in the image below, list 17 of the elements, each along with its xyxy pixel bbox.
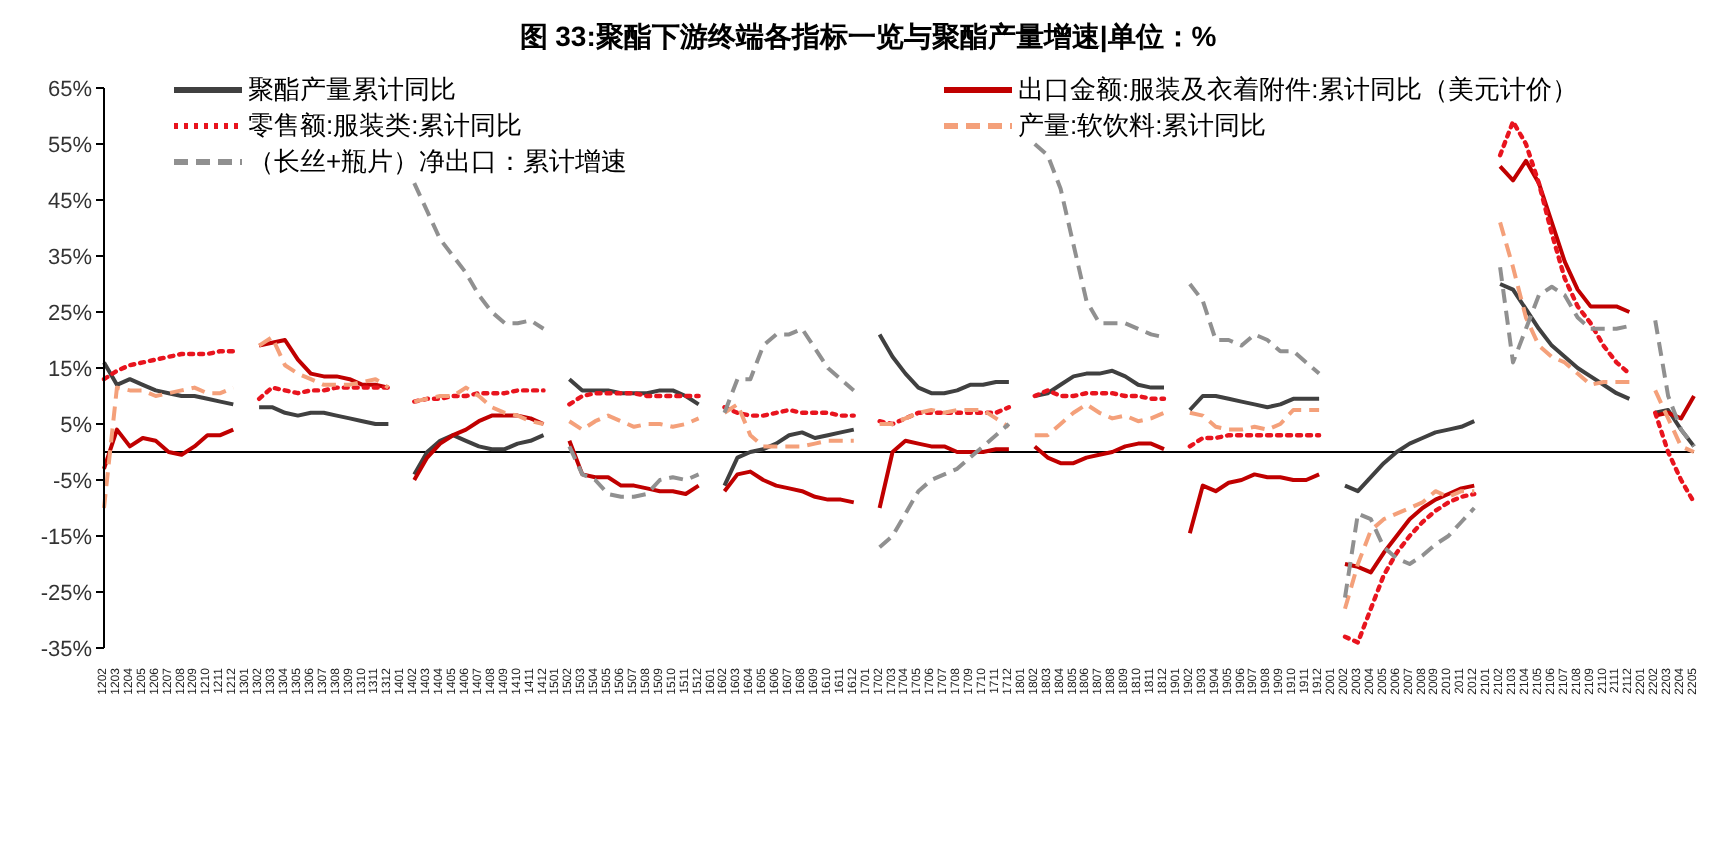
y-tick-label: -25% — [40, 581, 93, 606]
y-tick-label: 35% — [47, 245, 93, 270]
y-tick-label: 25% — [47, 301, 93, 326]
legend-label: 聚酯产量累计同比 — [248, 71, 456, 107]
y-tick-label: -5% — [52, 469, 93, 494]
y-tick-label: -35% — [40, 637, 93, 662]
chart-title: 图 33:聚酯下游终端各指标一览与聚酯产量增速|单位：% — [517, 18, 1219, 57]
legend-label: 出口金额:服装及衣着附件:累计同比（美元计价） — [1018, 71, 1579, 107]
y-tick-label: 65% — [47, 77, 93, 102]
y-tick-label: 45% — [47, 189, 93, 214]
y-tick-label: -15% — [40, 525, 93, 550]
legend-label: 零售额:服装类:累计同比 — [248, 107, 523, 143]
y-tick-label: 5% — [60, 413, 93, 438]
legend-label: 产量:软饮料:累计同比 — [1018, 107, 1267, 143]
legend-label: （长丝+瓶片）净出口：累计增速 — [248, 143, 628, 179]
y-tick-label: 15% — [47, 357, 93, 382]
y-tick-label: 55% — [47, 133, 93, 158]
